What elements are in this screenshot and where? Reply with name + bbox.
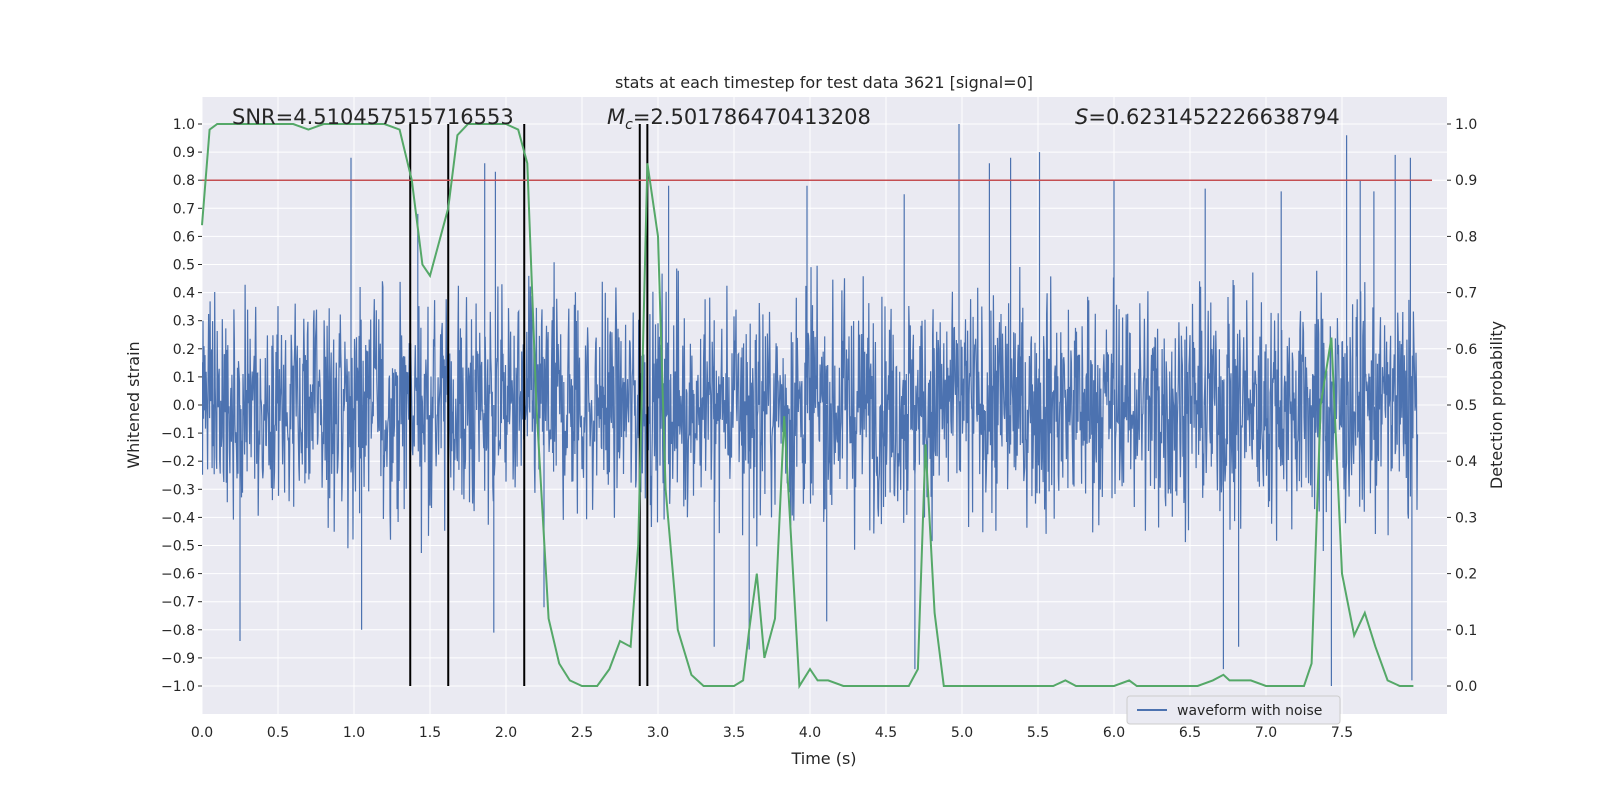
y-tick-label: 0.5: [173, 258, 195, 274]
y2-tick-label: 1.0: [1455, 117, 1477, 133]
y-tick-label: −0.9: [161, 651, 195, 667]
legend-label: waveform with noise: [1177, 703, 1322, 719]
y-tick-label: −0.5: [161, 539, 195, 555]
mc-value: =2.501786470413208: [633, 105, 871, 129]
y-tick-label: 0.1: [173, 370, 195, 386]
s-annotation: S=0.6231452226638794: [1075, 105, 1340, 129]
waveform-line: [202, 124, 1419, 686]
x-tick-label: 0.0: [191, 725, 213, 741]
x-tick-label: 2.0: [495, 725, 517, 741]
y2-tick-label: 0.5: [1455, 398, 1477, 414]
s-symbol: S: [1075, 105, 1088, 129]
y-tick-label: 1.0: [173, 117, 195, 133]
y-tick-label: −0.6: [161, 567, 195, 583]
y-axis-left: 1.0 0.9 0.8 0.7 0.6 0.5 0.4 0.3 0.2 0.1 0.0 −0.1 −0.…: [161, 117, 202, 695]
y-tick-label: 0.4: [173, 286, 195, 302]
y-tick-label: 0.9: [173, 145, 195, 161]
mc-subscript: c: [625, 117, 633, 133]
y-tick-label: −1.0: [161, 679, 195, 695]
mc-symbol: M: [607, 105, 625, 129]
y-tick-label: 0.0: [173, 398, 195, 414]
y-tick-label: −0.1: [161, 426, 195, 442]
x-tick-label: 4.5: [875, 725, 897, 741]
y-tick-label: 0.6: [173, 229, 195, 245]
x-tick-label: 6.5: [1179, 725, 1201, 741]
s-value: =0.6231452226638794: [1088, 105, 1339, 129]
y-tick-label: −0.8: [161, 623, 195, 639]
y2-tick-label: 0.6: [1455, 342, 1477, 358]
x-axis: 0.0 0.5 1.0 1.5 2.0 2.5 3.0 3.5 4.0 4.5 5.0 5.5 6.0 6…: [191, 725, 1353, 741]
x-tick-label: 2.5: [571, 725, 593, 741]
y-tick-label: −0.7: [161, 595, 195, 611]
detection-probability-line: [201, 123, 1414, 690]
y2-axis-label: Detection probability: [1487, 321, 1506, 489]
legend: waveform with noise: [1126, 695, 1341, 725]
y2-tick-label: 0.0: [1455, 679, 1477, 695]
chirp-mass-annotation: Mc=2.501786470413208: [607, 105, 871, 133]
y-axis-label: Whitened strain: [124, 341, 143, 468]
y2-tick-label: 0.1: [1455, 623, 1477, 639]
x-tick-label: 0.5: [267, 725, 289, 741]
x-axis-label: Time (s): [790, 749, 856, 768]
y-axis-right: 1.0 0.9 0.8 0.7 0.6 0.5 0.4 0.3 0.2 0.1 0.0: [1447, 117, 1477, 695]
y2-tick-label: 0.8: [1455, 229, 1477, 245]
y-tick-label: 0.2: [173, 342, 195, 358]
y-tick-label: −0.2: [161, 454, 195, 470]
x-tick-label: 7.5: [1331, 725, 1353, 741]
x-tick-label: 3.5: [723, 725, 745, 741]
waveform-series: [202, 124, 1419, 686]
y-tick-label: 0.3: [173, 314, 195, 330]
y-tick-label: −0.4: [161, 510, 195, 526]
x-tick-label: 4.0: [799, 725, 821, 741]
y-tick-label: 0.8: [173, 173, 195, 189]
snr-annotation: SNR=4.510457515716553: [232, 105, 514, 129]
x-tick-label: 7.0: [1255, 725, 1277, 741]
x-tick-label: 5.5: [1027, 725, 1049, 741]
marker-lines: [409, 124, 649, 686]
x-tick-label: 3.0: [647, 725, 669, 741]
x-tick-label: 1.5: [419, 725, 441, 741]
y2-tick-label: 0.2: [1455, 567, 1477, 583]
y-tick-label: −0.3: [161, 482, 195, 498]
x-tick-label: 5.0: [951, 725, 973, 741]
y2-tick-label: 0.3: [1455, 510, 1477, 526]
chart-title: stats at each timestep for test data 362…: [615, 73, 1033, 92]
y-tick-label: 0.7: [173, 201, 195, 217]
y2-tick-label: 0.4: [1455, 454, 1477, 470]
y2-tick-label: 0.9: [1455, 173, 1477, 189]
x-tick-label: 1.0: [343, 725, 365, 741]
legend-box: [1126, 695, 1341, 725]
y2-tick-label: 0.7: [1455, 286, 1477, 302]
x-tick-label: 6.0: [1103, 725, 1125, 741]
